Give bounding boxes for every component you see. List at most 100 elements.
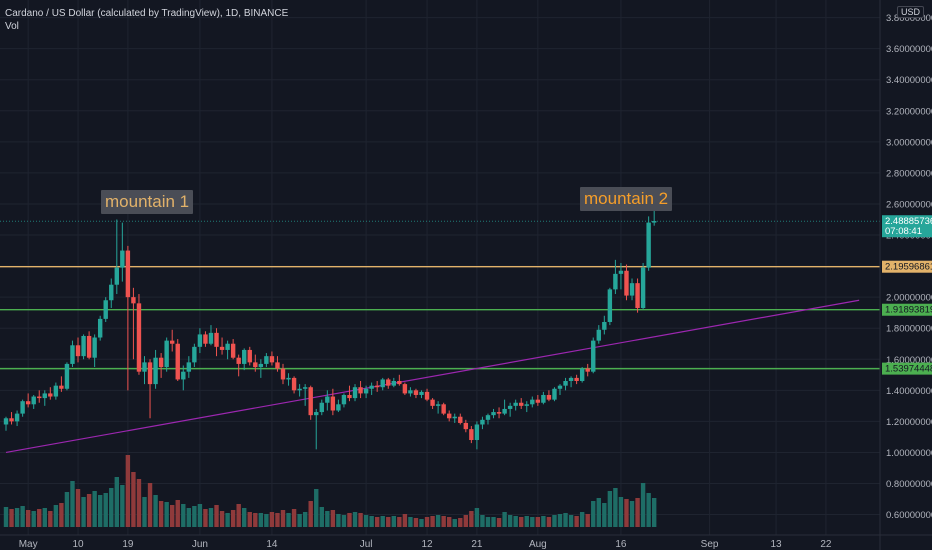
- volume-bar: [53, 505, 59, 527]
- candle-body: [131, 297, 136, 304]
- volume-bar: [175, 500, 180, 527]
- volume-bar: [291, 509, 297, 527]
- candle-body: [208, 332, 214, 344]
- volume-bar: [192, 506, 197, 527]
- candle-body: [441, 404, 446, 414]
- candle-body: [574, 377, 579, 382]
- volume-bar: [458, 518, 463, 527]
- volume-bar: [430, 516, 435, 527]
- volume-bar: [452, 519, 457, 527]
- volume-bar: [103, 493, 108, 527]
- y-tick-label: 0.60000000: [886, 510, 932, 521]
- x-tick-label: 12: [421, 539, 433, 550]
- volume-bar: [48, 511, 53, 527]
- candle-body: [37, 396, 42, 399]
- candle-body: [629, 283, 635, 296]
- volume-bar: [131, 472, 136, 527]
- volume-bar: [380, 516, 385, 527]
- volume-bar: [147, 483, 153, 527]
- candle-body: [496, 412, 502, 414]
- candle-body: [336, 404, 341, 411]
- candle-body: [635, 283, 640, 309]
- volume-bar: [64, 492, 70, 527]
- candles: [3, 189, 657, 450]
- trendline: [5, 299, 860, 454]
- price-label: 1.53974448: [885, 364, 932, 375]
- volume-bar: [358, 513, 363, 527]
- candle-body: [109, 284, 114, 301]
- candle-body: [485, 415, 491, 420]
- volume-bar: [646, 493, 651, 527]
- candle-body: [358, 387, 363, 394]
- volume-bar: [253, 513, 258, 527]
- volume-bar: [3, 507, 9, 527]
- price-label: 1.91893819: [885, 305, 932, 316]
- candle-body: [352, 387, 358, 399]
- y-tick-label: 3.40000000: [886, 75, 932, 86]
- volume-bar: [314, 489, 319, 527]
- price-label-box: [882, 303, 932, 316]
- x-tick-label: 13: [770, 539, 782, 550]
- candle-body: [397, 381, 402, 385]
- volume-bar: [219, 511, 225, 527]
- volume-bar: [591, 501, 596, 527]
- candle-body: [546, 394, 552, 400]
- candle-body: [175, 343, 180, 380]
- y-tick-label: 1.60000000: [886, 355, 932, 366]
- candle-body: [142, 362, 147, 372]
- mountain-1-label[interactable]: mountain 1: [101, 190, 194, 214]
- candle-body: [447, 413, 452, 419]
- candle-body: [280, 368, 286, 380]
- candle-body: [391, 381, 396, 386]
- candle-body: [59, 385, 64, 389]
- volume-bar: [602, 503, 607, 527]
- candle-body: [424, 391, 430, 400]
- candle-body: [236, 357, 241, 364]
- candle-body: [258, 363, 264, 368]
- volume-bar: [397, 517, 402, 527]
- candle-body: [242, 349, 247, 364]
- candle-body: [81, 335, 86, 357]
- volume-bar: [563, 513, 568, 527]
- candle-body: [3, 418, 9, 425]
- volume-bar: [579, 512, 585, 527]
- volume-bar: [142, 497, 147, 527]
- volume-bar: [280, 510, 286, 527]
- candle-body: [92, 337, 97, 358]
- volume-bar: [275, 513, 280, 527]
- volume-bar: [496, 518, 502, 527]
- volume-bar: [441, 516, 446, 527]
- volume-bar: [81, 497, 86, 527]
- candle-body: [463, 422, 469, 430]
- volume-bar: [236, 504, 241, 527]
- candle-body: [192, 346, 197, 363]
- volume-bars: [3, 455, 657, 527]
- volume-bar: [474, 508, 480, 527]
- candle-body: [374, 385, 380, 388]
- volume-bar: [308, 501, 313, 527]
- candle-body: [513, 402, 518, 406]
- currency-button[interactable]: USD: [896, 6, 924, 18]
- volume-bar: [125, 455, 131, 527]
- y-tick-label: 1.80000000: [886, 324, 932, 335]
- candle-body: [286, 377, 291, 380]
- candle-body: [552, 388, 557, 400]
- volume-bar: [568, 515, 574, 527]
- candle-body: [269, 356, 275, 363]
- candle-body: [275, 362, 280, 369]
- candle-body: [297, 388, 302, 391]
- volume-bar: [574, 516, 579, 527]
- candle-body: [386, 379, 391, 386]
- candle-body: [170, 340, 175, 344]
- candle-body: [624, 270, 629, 296]
- volume-bar: [214, 505, 219, 527]
- volume-bar: [596, 498, 601, 527]
- volume-bar: [164, 502, 169, 527]
- mountain-2-label[interactable]: mountain 2: [580, 187, 673, 211]
- volume-bar: [386, 517, 391, 527]
- volume-bar: [585, 514, 590, 527]
- candle-body: [197, 334, 203, 347]
- candle-body: [203, 334, 208, 344]
- y-tick-label: 1.40000000: [886, 386, 932, 397]
